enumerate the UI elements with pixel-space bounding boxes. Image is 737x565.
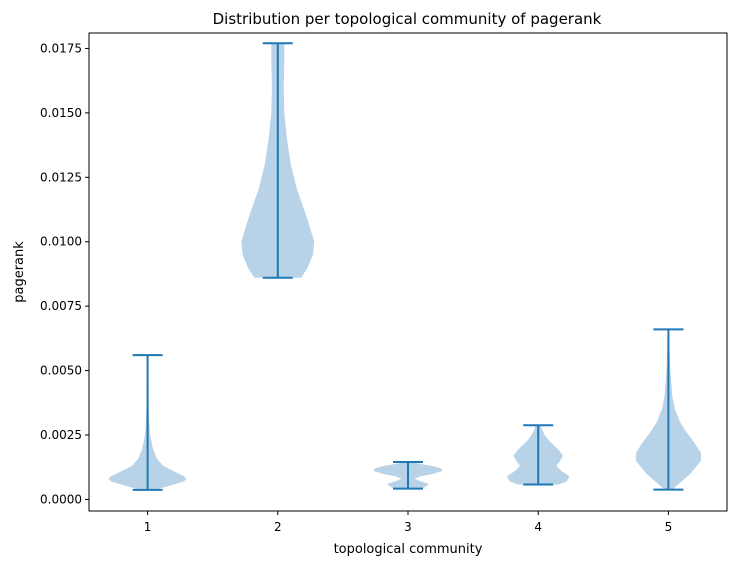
x-axis-label: topological community (334, 542, 483, 557)
y-tick-label: 0.0000 (40, 492, 82, 506)
x-axis: 1 2 3 4 5 (144, 511, 672, 534)
x-tick-label: 2 (274, 520, 282, 534)
y-tick-label: 0.0150 (40, 106, 82, 120)
x-tick-label: 5 (665, 520, 673, 534)
x-tick-label: 3 (404, 520, 412, 534)
y-tick-label: 0.0125 (40, 170, 82, 184)
plot-frame (88, 32, 728, 512)
x-tick-label: 4 (534, 520, 542, 534)
y-tick-label: 0.0175 (40, 41, 82, 55)
y-axis: 0.0000 0.0025 0.0050 0.0075 0.0100 0.0125 0.01… (40, 41, 89, 506)
y-tick-label: 0.0075 (40, 299, 82, 313)
x-tick-label: 1 (144, 520, 152, 534)
y-axis-label: pagerank (12, 241, 27, 303)
y-tick-label: 0.0100 (40, 235, 82, 249)
y-tick-label: 0.0050 (40, 364, 82, 378)
chart-title: Distribution per topological community o… (213, 10, 602, 28)
violin-group (108, 42, 701, 491)
y-tick-label: 0.0025 (40, 428, 82, 442)
